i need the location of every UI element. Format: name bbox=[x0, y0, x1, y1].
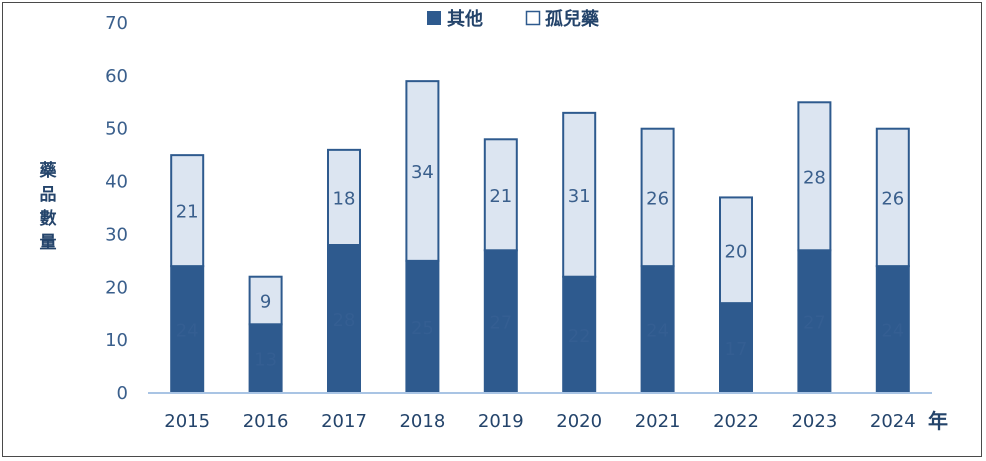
x-tick-label: 2023 bbox=[791, 411, 837, 432]
data-label-other: 25 bbox=[411, 318, 434, 339]
data-label-other: 27 bbox=[489, 313, 512, 334]
x-tick-label: 2020 bbox=[556, 411, 602, 432]
data-label-orphan: 31 bbox=[568, 186, 591, 207]
bar-segment-other bbox=[797, 249, 832, 394]
y-axis-ticks: 0 10 20 30 40 50 60 70 bbox=[105, 13, 128, 404]
data-label-orphan: 26 bbox=[646, 188, 669, 209]
bar-segment-orphan bbox=[483, 138, 518, 252]
legend: 其他 孤兒藥 bbox=[427, 8, 600, 30]
data-label-orphan: 28 bbox=[803, 167, 826, 188]
bar-segment-other bbox=[483, 249, 518, 394]
data-label-orphan: 26 bbox=[881, 188, 904, 209]
y-tick-label: 50 bbox=[105, 119, 128, 140]
legend-label-orphan: 孤兒藥 bbox=[545, 8, 600, 30]
bar-segment-orphan bbox=[248, 275, 283, 326]
x-tick-label: 2017 bbox=[321, 411, 367, 432]
bars bbox=[170, 80, 910, 395]
legend-swatch-orphan bbox=[525, 10, 541, 26]
data-label-orphan: 21 bbox=[489, 186, 512, 207]
x-tick-label: 2022 bbox=[713, 411, 759, 432]
bar-segment-other bbox=[248, 323, 283, 394]
y-tick-label: 40 bbox=[105, 172, 128, 193]
bar-segment-orphan bbox=[327, 148, 361, 247]
data-label-other: 13 bbox=[254, 350, 277, 371]
bar-segment-orphan bbox=[640, 127, 675, 268]
data-label-other: 27 bbox=[803, 313, 826, 334]
bar-segment-orphan bbox=[797, 101, 832, 252]
data-label-orphan: 9 bbox=[260, 292, 271, 313]
legend-label-other: 其他 bbox=[447, 8, 483, 30]
y-tick-label: 70 bbox=[105, 13, 128, 34]
data-label-other: 24 bbox=[176, 321, 199, 342]
bar-segment-other bbox=[875, 265, 910, 394]
x-tick-label: 2021 bbox=[635, 411, 681, 432]
data-label-orphan: 34 bbox=[411, 162, 434, 183]
y-tick-label: 10 bbox=[105, 330, 128, 351]
x-axis-unit: 年 bbox=[928, 409, 948, 433]
data-label-other: 22 bbox=[568, 326, 591, 347]
bar-segment-orphan bbox=[875, 127, 910, 268]
data-labels: 24 21 13 9 28 18 25 34 27 21 22 31 24 26 17 20 27 28 24 26 bbox=[176, 162, 905, 371]
x-tick-label: 2015 bbox=[164, 411, 210, 432]
x-tick-label: 2018 bbox=[399, 411, 445, 432]
bar-segment-other bbox=[327, 244, 361, 394]
bar-segment-orphan bbox=[719, 196, 753, 305]
y-tick-label: 30 bbox=[105, 224, 128, 245]
x-axis-ticks: 2015 2016 2017 2018 2019 2020 2021 2022 2023 2024 bbox=[164, 411, 915, 432]
bar-segment-other bbox=[562, 275, 597, 395]
data-label-other: 28 bbox=[333, 310, 356, 331]
data-label-other: 24 bbox=[646, 321, 669, 342]
bar-segment-orphan bbox=[170, 154, 205, 268]
y-tick-label: 0 bbox=[117, 383, 128, 404]
x-tick-label: 2019 bbox=[478, 411, 524, 432]
data-label-orphan: 21 bbox=[176, 202, 199, 223]
legend-swatch-other bbox=[427, 11, 441, 25]
bar-segment-orphan bbox=[405, 80, 440, 262]
data-label-orphan: 20 bbox=[725, 241, 748, 262]
bar-segment-other bbox=[405, 259, 440, 394]
y-tick-label: 20 bbox=[105, 277, 128, 298]
x-tick-label: 2024 bbox=[870, 411, 916, 432]
y-axis-title: 藥品數量 bbox=[39, 160, 58, 253]
bar-segment-orphan bbox=[562, 111, 597, 278]
data-label-orphan: 18 bbox=[333, 188, 356, 209]
data-label-other: 17 bbox=[725, 339, 748, 360]
data-label-other: 24 bbox=[881, 321, 904, 342]
x-tick-label: 2016 bbox=[243, 411, 289, 432]
y-tick-label: 60 bbox=[105, 66, 128, 87]
